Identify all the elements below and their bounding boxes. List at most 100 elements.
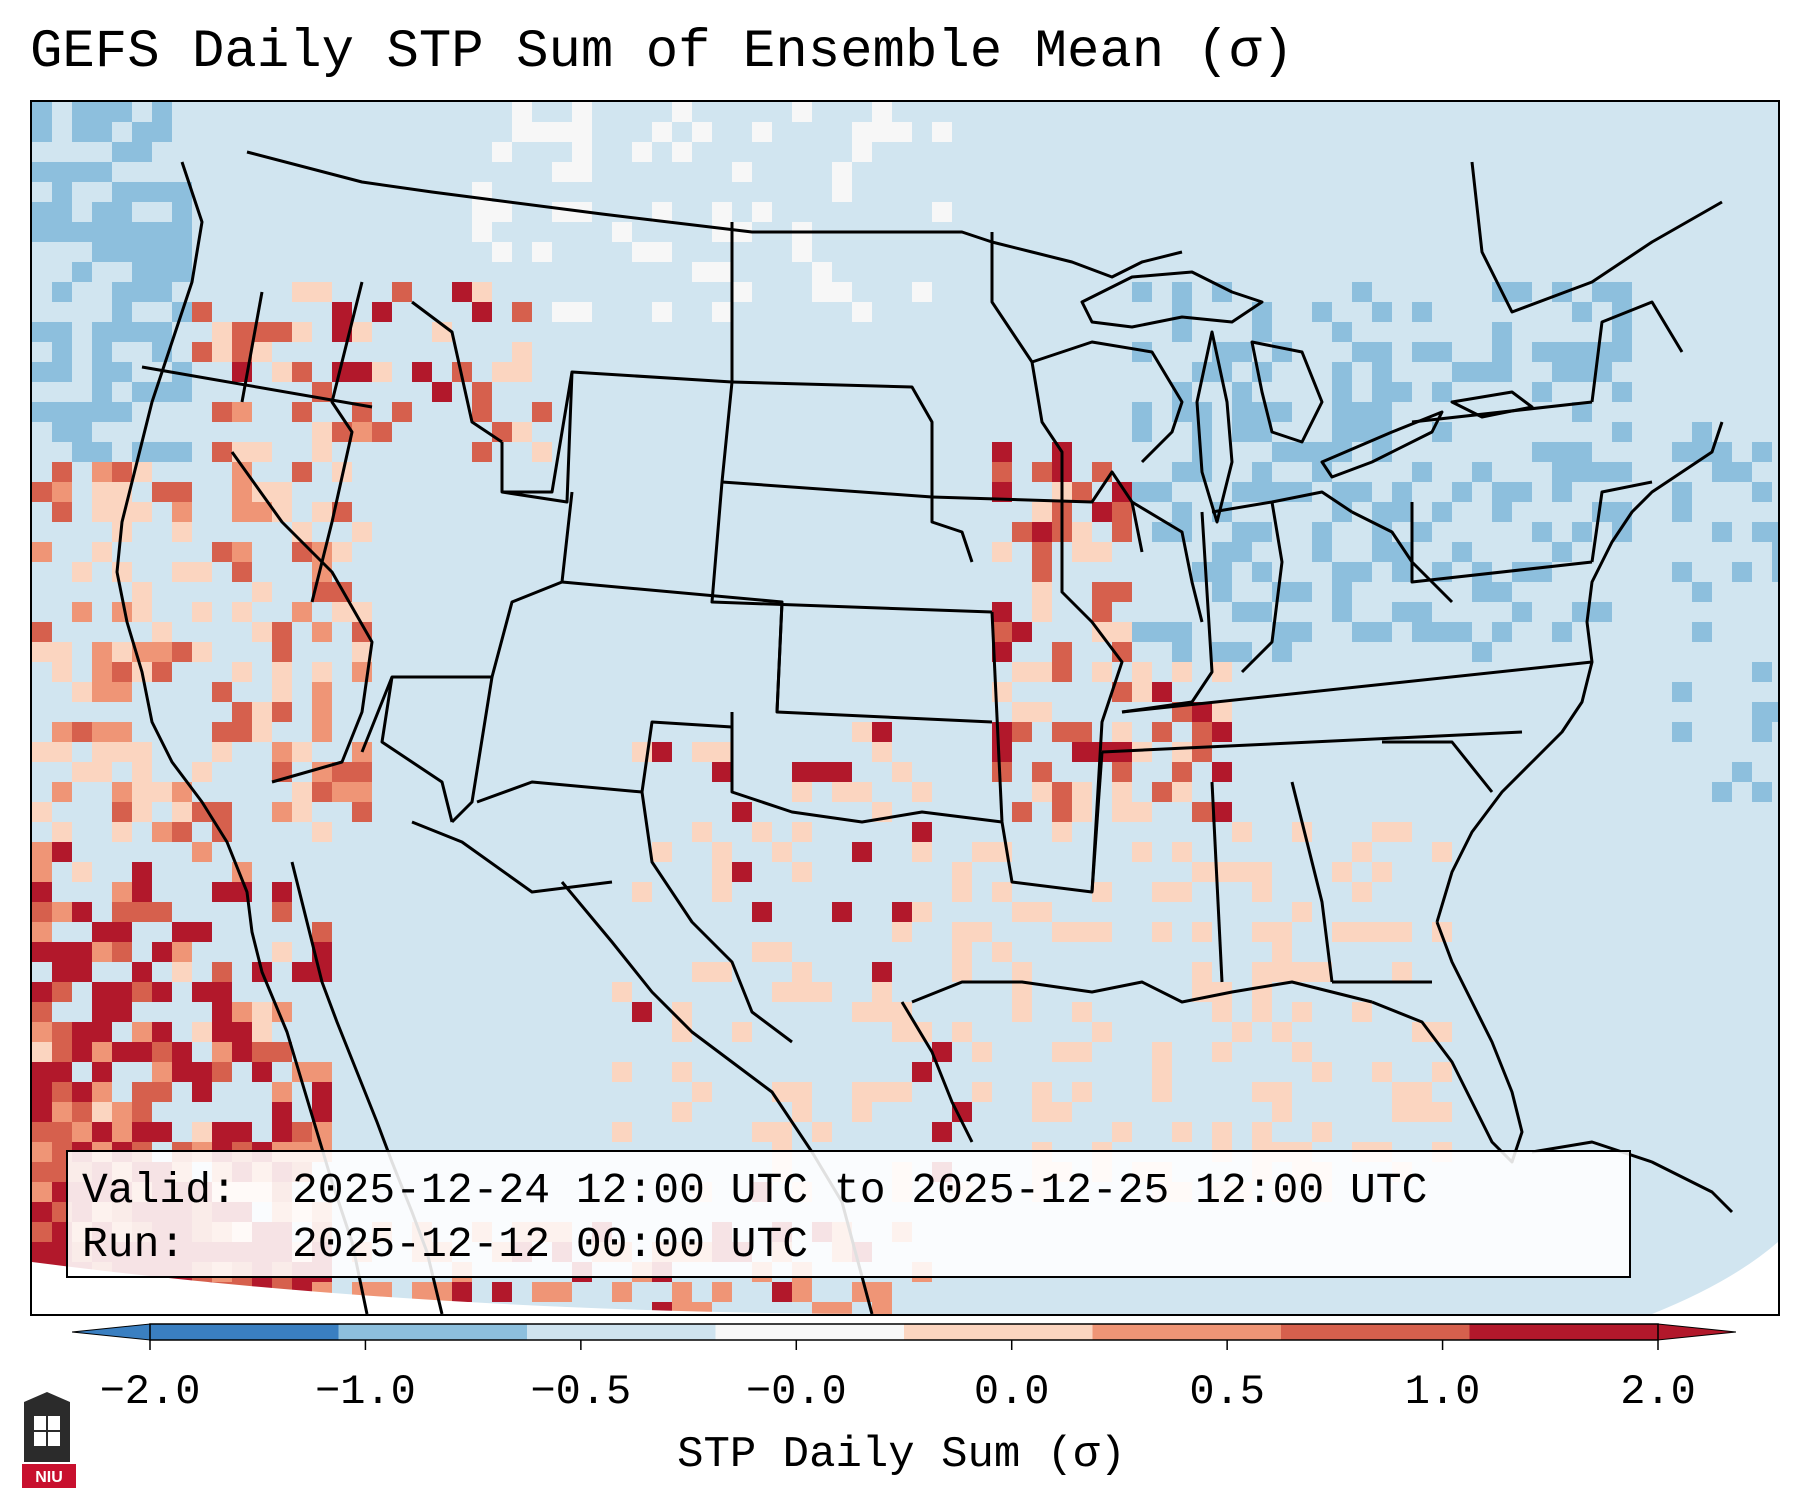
anomaly-cell — [112, 882, 132, 902]
anomaly-cell — [1572, 522, 1592, 542]
anomaly-cell — [1272, 1102, 1292, 1122]
anomaly-cell — [32, 322, 52, 342]
valid-line: Valid: 2025-12-24 12:00 UTC to 2025-12-25… — [82, 1164, 1615, 1218]
anomaly-cell — [1332, 602, 1352, 622]
colorbar-tick-label: −2.0 — [99, 1368, 201, 1416]
anomaly-cell — [872, 102, 892, 122]
anomaly-cell — [52, 982, 72, 1002]
colorbar-extend-low — [72, 1323, 151, 1341]
anomaly-cell — [1332, 922, 1352, 942]
anomaly-cell — [832, 782, 852, 802]
anomaly-cell — [1112, 582, 1132, 602]
anomaly-cell — [152, 902, 172, 922]
anomaly-cell — [492, 242, 512, 262]
anomaly-cell — [52, 1022, 72, 1042]
anomaly-cell — [1612, 322, 1632, 342]
anomaly-cell — [1052, 642, 1072, 662]
anomaly-cell — [1012, 662, 1032, 682]
anomaly-cell — [232, 1042, 252, 1062]
anomaly-cell — [472, 302, 492, 322]
anomaly-cell — [1112, 722, 1132, 742]
anomaly-cell — [972, 922, 992, 942]
anomaly-cell — [1032, 662, 1052, 682]
anomaly-cell — [1232, 522, 1252, 542]
anomaly-cell — [32, 882, 52, 902]
anomaly-cell — [1392, 962, 1412, 982]
anomaly-cell — [72, 1102, 92, 1122]
anomaly-cell — [72, 1122, 92, 1142]
anomaly-cell — [1272, 942, 1292, 962]
anomaly-cell — [1432, 502, 1452, 522]
anomaly-cell — [1012, 802, 1032, 822]
anomaly-cell — [852, 302, 872, 322]
anomaly-cell — [1752, 522, 1772, 542]
anomaly-cell — [832, 182, 852, 202]
anomaly-cell — [312, 922, 332, 942]
anomaly-cell — [312, 782, 332, 802]
anomaly-cell — [572, 302, 592, 322]
anomaly-cell — [132, 1042, 152, 1062]
anomaly-cell — [1672, 682, 1692, 702]
anomaly-cell — [1252, 922, 1272, 942]
anomaly-cell — [1512, 482, 1532, 502]
anomaly-cell — [132, 582, 152, 602]
anomaly-cell — [952, 962, 972, 982]
anomaly-cell — [332, 502, 352, 522]
anomaly-cell — [532, 122, 552, 142]
anomaly-cell — [112, 322, 132, 342]
anomaly-cell — [1392, 382, 1412, 402]
anomaly-cell — [1372, 382, 1392, 402]
anomaly-cell — [1552, 442, 1572, 462]
anomaly-cell — [1272, 442, 1292, 462]
anomaly-cell — [632, 142, 652, 162]
colorbar-outline — [149, 1323, 1659, 1341]
anomaly-cell — [172, 522, 192, 542]
anomaly-cell — [532, 402, 552, 422]
anomaly-cell — [472, 442, 492, 462]
anomaly-cell — [1232, 382, 1252, 402]
anomaly-cell — [92, 1002, 112, 1022]
anomaly-cell — [192, 562, 212, 582]
anomaly-cell — [1172, 762, 1192, 782]
anomaly-cell — [72, 1042, 92, 1062]
anomaly-cell — [112, 822, 132, 842]
anomaly-cell — [52, 422, 72, 442]
anomaly-cell — [1092, 602, 1112, 622]
anomaly-cell — [1152, 782, 1172, 802]
anomaly-cell — [912, 842, 932, 862]
anomaly-cell — [1052, 782, 1072, 802]
anomaly-cell — [1572, 402, 1592, 422]
anomaly-cell — [452, 282, 472, 302]
anomaly-cell — [32, 1102, 52, 1122]
anomaly-cell — [112, 562, 132, 582]
anomaly-cell — [1532, 342, 1552, 362]
anomaly-cell — [1132, 282, 1152, 302]
anomaly-cell — [92, 682, 112, 702]
anomaly-cell — [512, 362, 532, 382]
anomaly-cell — [1212, 582, 1232, 602]
anomaly-cell — [1452, 542, 1472, 562]
anomaly-cell — [892, 922, 912, 942]
anomaly-cell — [172, 382, 192, 402]
anomaly-cell — [1492, 622, 1512, 642]
anomaly-cell — [92, 482, 112, 502]
map-canvas — [32, 102, 1778, 1314]
anomaly-cell — [1412, 342, 1432, 362]
anomaly-cell — [1552, 342, 1572, 362]
anomaly-cell — [692, 1302, 712, 1314]
anomaly-cell — [1472, 362, 1492, 382]
anomaly-cell — [152, 942, 172, 962]
anomaly-cell — [1492, 482, 1512, 502]
anomaly-cell — [152, 1062, 172, 1082]
anomaly-cell — [32, 1182, 52, 1202]
anomaly-cell — [272, 482, 292, 502]
anomaly-cell — [112, 1042, 132, 1062]
anomaly-cell — [1252, 602, 1272, 622]
anomaly-cell — [52, 182, 72, 202]
anomaly-cell — [332, 602, 352, 622]
anomaly-cell — [252, 502, 272, 522]
anomaly-cell — [1512, 282, 1532, 302]
anomaly-cell — [312, 682, 332, 702]
anomaly-cell — [172, 262, 192, 282]
anomaly-cell — [172, 782, 192, 802]
